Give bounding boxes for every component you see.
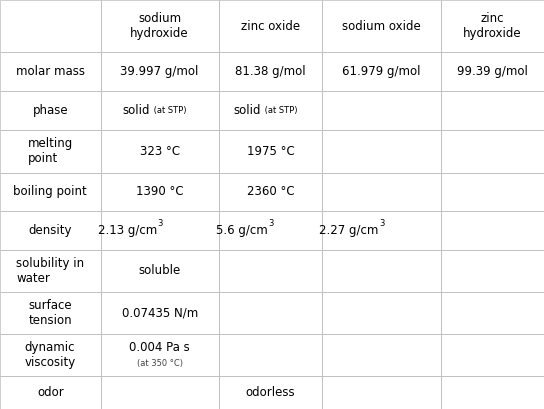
Text: (at STP): (at STP) (262, 106, 298, 115)
Text: (at 350 °C): (at 350 °C) (137, 360, 183, 369)
Bar (0, 211, 101, 250)
Bar (101, 375, 219, 409)
Text: (at STP): (at STP) (151, 106, 187, 115)
Bar (322, 292, 441, 334)
Text: 323 °C: 323 °C (140, 145, 180, 157)
Bar (101, 130, 219, 173)
Bar (0, 334, 101, 375)
Bar (0, 130, 101, 173)
Bar (101, 292, 219, 334)
Bar (441, 52, 544, 90)
Bar (0, 292, 101, 334)
Text: zinc
hydroxide: zinc hydroxide (463, 12, 522, 40)
Bar (441, 0, 544, 52)
Bar (322, 173, 441, 211)
Text: dynamic
viscosity: dynamic viscosity (24, 341, 76, 369)
Text: 81.38 g/mol: 81.38 g/mol (235, 65, 306, 78)
Text: 2.27 g/cm: 2.27 g/cm (319, 224, 379, 237)
Text: 5.6 g/cm: 5.6 g/cm (216, 224, 268, 237)
Bar (219, 52, 322, 90)
Bar (101, 52, 219, 90)
Bar (322, 0, 441, 52)
Bar (219, 292, 322, 334)
Bar (101, 173, 219, 211)
Bar (322, 90, 441, 130)
Text: 61.979 g/mol: 61.979 g/mol (342, 65, 421, 78)
Bar (101, 0, 219, 52)
Bar (322, 250, 441, 292)
Text: solubility in
water: solubility in water (16, 257, 84, 285)
Text: 1390 °C: 1390 °C (136, 185, 183, 198)
Bar (101, 211, 219, 250)
Bar (0, 52, 101, 90)
Text: surface
tension: surface tension (28, 299, 72, 327)
Bar (441, 250, 544, 292)
Bar (322, 334, 441, 375)
Bar (322, 211, 441, 250)
Text: 39.997 g/mol: 39.997 g/mol (120, 65, 199, 78)
Bar (219, 90, 322, 130)
Bar (219, 375, 322, 409)
Bar (322, 130, 441, 173)
Bar (219, 250, 322, 292)
Bar (219, 334, 322, 375)
Text: 99.39 g/mol: 99.39 g/mol (457, 65, 528, 78)
Bar (441, 334, 544, 375)
Bar (441, 292, 544, 334)
Bar (0, 250, 101, 292)
Text: solid: solid (122, 103, 150, 117)
Text: sodium
hydroxide: sodium hydroxide (131, 12, 189, 40)
Bar (101, 334, 219, 375)
Bar (219, 173, 322, 211)
Bar (322, 52, 441, 90)
Text: sodium oxide: sodium oxide (342, 20, 421, 33)
Text: zinc oxide: zinc oxide (241, 20, 300, 33)
Text: 1975 °C: 1975 °C (246, 145, 294, 157)
Text: odor: odor (37, 386, 64, 399)
Text: 2360 °C: 2360 °C (247, 185, 294, 198)
Bar (0, 375, 101, 409)
Bar (441, 211, 544, 250)
Text: 3: 3 (268, 219, 274, 228)
Bar (441, 375, 544, 409)
Bar (441, 173, 544, 211)
Text: molar mass: molar mass (16, 65, 85, 78)
Bar (0, 90, 101, 130)
Text: soluble: soluble (139, 264, 181, 277)
Text: boiling point: boiling point (14, 185, 87, 198)
Bar (322, 375, 441, 409)
Bar (219, 211, 322, 250)
Bar (219, 0, 322, 52)
Bar (101, 250, 219, 292)
Text: 3: 3 (157, 219, 163, 228)
Text: density: density (28, 224, 72, 237)
Text: 0.004 Pa s: 0.004 Pa s (129, 341, 190, 354)
Text: melting
point: melting point (28, 137, 73, 165)
Text: 2.13 g/cm: 2.13 g/cm (98, 224, 157, 237)
Bar (101, 90, 219, 130)
Text: odorless: odorless (246, 386, 295, 399)
Bar (441, 90, 544, 130)
Text: 3: 3 (379, 219, 385, 228)
Text: 0.07435 N/m: 0.07435 N/m (121, 306, 198, 319)
Text: phase: phase (33, 103, 68, 117)
Text: solid: solid (233, 103, 261, 117)
Bar (0, 173, 101, 211)
Bar (219, 130, 322, 173)
Bar (441, 130, 544, 173)
Bar (0, 0, 101, 52)
